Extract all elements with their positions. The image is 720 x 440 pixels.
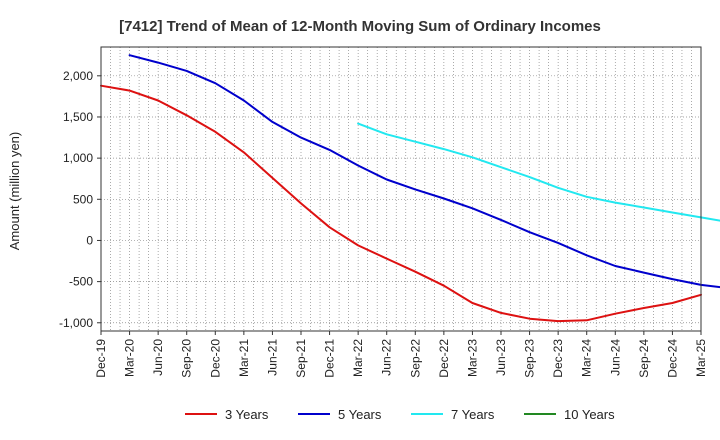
x-tick-label: Jun-22 <box>380 339 394 376</box>
legend-label: 7 Years <box>451 407 495 422</box>
legend-item: 10 Years <box>524 407 615 422</box>
x-tick-label: Dec-22 <box>437 339 451 378</box>
x-tick-label: Sep-20 <box>180 339 194 378</box>
legend-item: 7 Years <box>411 407 495 422</box>
plot-area: -1,000 -500 0 500 1,000 1,500 2,000 Dec-19 Mar-2… <box>59 46 720 378</box>
y-tick-label: -500 <box>69 275 93 289</box>
x-tick-label: Mar-23 <box>465 339 479 377</box>
plot-background <box>101 47 701 331</box>
plot-border <box>100 46 702 332</box>
x-tick-label: Dec-24 <box>665 339 679 378</box>
x-tick-label: Sep-24 <box>637 339 651 378</box>
y-tick-label: 1,000 <box>63 151 93 165</box>
x-tick-label: Jun-24 <box>608 339 622 376</box>
x-tick-label: Mar-22 <box>351 339 365 377</box>
series-line-5-years <box>128 54 720 289</box>
x-tick-label: Sep-21 <box>294 339 308 378</box>
legend: 3 Years 5 Years 7 Years 10 Years <box>185 407 615 422</box>
x-tick-label: Jun-21 <box>265 339 279 376</box>
series-line-3-years <box>100 84 702 323</box>
x-tick-label: Jun-20 <box>151 339 165 376</box>
legend-label: 5 Years <box>338 407 382 422</box>
x-tick-label: Mar-25 <box>694 339 708 377</box>
x-tick-label: Sep-23 <box>523 339 537 378</box>
x-tick-label: Mar-21 <box>237 339 251 377</box>
x-tick-label: Dec-19 <box>94 339 108 378</box>
x-tick-label: Mar-24 <box>580 339 594 377</box>
y-tick-label: 1,500 <box>63 110 93 124</box>
y-tick-label: -1,000 <box>59 316 93 330</box>
series-line-7-years <box>357 122 720 222</box>
x-tick-label: Mar-20 <box>123 339 137 377</box>
legend-label: 3 Years <box>225 407 269 422</box>
x-tick-label: Sep-22 <box>408 339 422 378</box>
y-tick-label: 2,000 <box>63 69 93 83</box>
x-tick-label: Dec-21 <box>323 339 337 378</box>
chart-title: [7412] Trend of Mean of 12-Month Moving … <box>119 18 601 35</box>
y-tick-label: 500 <box>73 192 93 206</box>
legend-item: 3 Years <box>185 407 269 422</box>
x-tick-label: Jun-23 <box>494 339 508 376</box>
x-tick-label: Dec-20 <box>208 339 222 378</box>
legend-item: 5 Years <box>298 407 382 422</box>
x-tick-label: Dec-23 <box>551 339 565 378</box>
y-tick-label: 0 <box>86 233 93 247</box>
y-axis-label: Amount (million yen) <box>7 132 22 251</box>
legend-label: 10 Years <box>564 407 615 422</box>
